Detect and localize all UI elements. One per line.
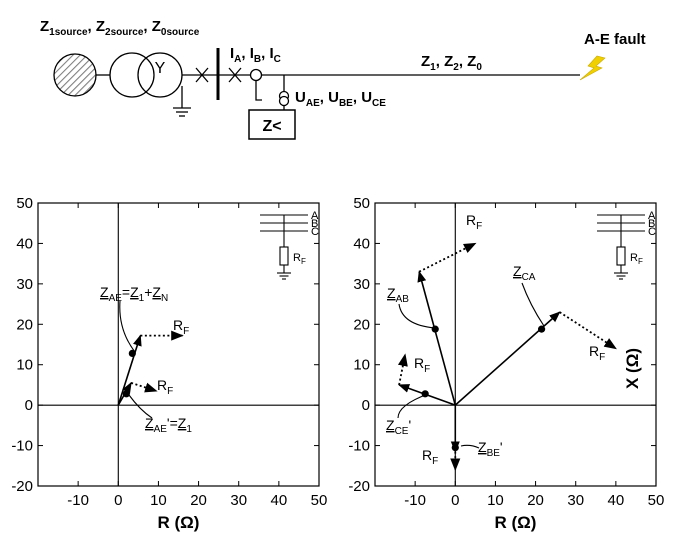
fault-resistance-vector	[130, 382, 158, 393]
transformer-wye-symbol: Y	[155, 60, 166, 77]
zca-label: ZCA	[513, 263, 536, 283]
zae-prime-label: ZAE'=Z1	[145, 415, 192, 435]
x-tick-label: 0	[114, 492, 122, 509]
inset-resistor-icon	[616, 246, 626, 266]
rf-ca-label: RF	[589, 343, 605, 363]
source-impedance-label: Z1source, Z2source, Z0source	[40, 18, 200, 38]
y-tick-label: -10	[348, 438, 370, 455]
distance-relay-box	[248, 109, 296, 140]
x-tick-label: 50	[311, 492, 328, 509]
impedance-point	[122, 390, 130, 398]
right-annotations: RF ZAB ZCA RF RF ZCE' RF ZBE'	[386, 212, 605, 467]
rf-lower-label: RF	[157, 377, 173, 397]
zae-full-label: ZAE=Z1+ZN	[100, 284, 168, 304]
inset-phase-label: A	[648, 210, 656, 222]
y-tick-label: 40	[16, 235, 33, 252]
zab-leader	[398, 303, 436, 329]
inset-phase-label: C	[648, 226, 656, 238]
voltage-labels: UAE, UBE, UCE	[295, 89, 386, 109]
current-transformer-icon	[249, 68, 263, 82]
x-tick-label: 50	[648, 492, 665, 509]
left-annotations: ZAE=Z1+ZN RF RF ZAE'=Z1	[100, 284, 192, 435]
plot-ae-loop: -10 0 10 20 30 40 50 -20 -10 0 10 20 30 40 50 R (Ω) ABC R…	[11, 195, 327, 532]
one-line-diagram: Z1source, Z2source, Z0source Y IA, IB, I…	[40, 18, 646, 140]
rf-top-label: RF	[466, 212, 482, 232]
impedance-point	[537, 325, 546, 333]
x-tick-label: 10	[487, 492, 504, 509]
inset-rf-label: RF	[630, 252, 643, 266]
inset-rf-label: RF	[293, 252, 306, 266]
x-tick-label: -10	[67, 492, 89, 509]
zbe-leader	[460, 444, 480, 449]
rf-ce-label: RF	[414, 355, 430, 375]
zab-label: ZAB	[387, 285, 409, 305]
y-tick-label: 10	[353, 357, 370, 374]
voltage-transformer-icon	[278, 90, 290, 107]
inset-resistor-icon	[279, 246, 289, 266]
x-tick-label: 30	[230, 492, 247, 509]
zae-prime-leader	[128, 394, 153, 419]
x-axis-label: R (Ω)	[495, 513, 537, 532]
plot-frame	[374, 202, 657, 487]
fault-resistance-vector	[418, 242, 477, 273]
y-tick-label: 50	[16, 195, 33, 212]
inset-phase-label: B	[311, 218, 318, 230]
inset-phase-label: B	[648, 218, 655, 230]
x-axis-label: R (Ω)	[158, 513, 200, 532]
current-labels: IA, IB, IC	[230, 45, 281, 65]
zca-leader	[521, 282, 545, 327]
x-tick-label: 40	[271, 492, 288, 509]
line-breaker-cross-icon	[228, 67, 242, 83]
inset-phase-label: A	[311, 210, 319, 222]
x-tick-label: 30	[567, 492, 584, 509]
plot-frame	[37, 202, 320, 487]
impedance-point	[128, 349, 136, 357]
y-tick-label: 20	[16, 316, 33, 333]
fault-resistance-vector	[559, 311, 617, 350]
line-impedance-label: Z1, Z2, Z0	[421, 53, 482, 73]
zce-leader	[397, 393, 429, 419]
x-tick-label: -10	[404, 492, 426, 509]
x-tick-label: 40	[608, 492, 625, 509]
fault-label: A-E fault	[584, 31, 646, 48]
x-tick-label: 20	[527, 492, 544, 509]
fault-resistance-vector	[397, 353, 408, 386]
transformer-ground-icon	[173, 107, 191, 117]
fault-lightning-icon	[579, 55, 606, 81]
impedance-vector	[117, 334, 142, 406]
x-tick-label: 20	[190, 492, 207, 509]
ct-wiring	[255, 81, 262, 101]
zae-full-leader	[119, 300, 136, 353]
breaker-cross-icon	[195, 67, 209, 83]
y-tick-label: 20	[353, 316, 370, 333]
inset-phase-label: C	[311, 226, 319, 238]
y-tick-label: 0	[362, 397, 370, 414]
plot-phase-loops: -10 0 10 20 30 40 50 -20 -10 0 10 20 30 40 50 R (Ω) X (Ω…	[348, 195, 664, 532]
transformer-primary-icon	[109, 52, 155, 98]
impedance-point	[431, 325, 439, 333]
y-tick-label: -20	[348, 478, 370, 495]
y-tick-label: 50	[353, 195, 370, 212]
x-tick-label: 10	[150, 492, 167, 509]
impedance-point	[451, 443, 459, 452]
zce-label: ZCE'	[386, 417, 411, 437]
y-tick-label: 30	[16, 276, 33, 293]
y-axis-label: X (Ω)	[623, 348, 642, 389]
y-tick-label: 0	[25, 397, 33, 414]
x-tick-label: 0	[451, 492, 459, 509]
y-tick-label: 40	[353, 235, 370, 252]
rf-be-label: RF	[422, 447, 438, 467]
zbe-label: ZBE'	[478, 439, 503, 459]
source-generator-icon	[53, 53, 97, 97]
y-tick-label: 10	[16, 357, 33, 374]
rf-upper-label: RF	[173, 317, 189, 337]
y-tick-label: -20	[11, 478, 33, 495]
impedance-vector	[417, 270, 457, 406]
impedance-vector	[454, 311, 561, 406]
distance-relay-label: Z<	[262, 118, 281, 135]
y-tick-label: -10	[11, 438, 33, 455]
y-tick-label: 30	[353, 276, 370, 293]
